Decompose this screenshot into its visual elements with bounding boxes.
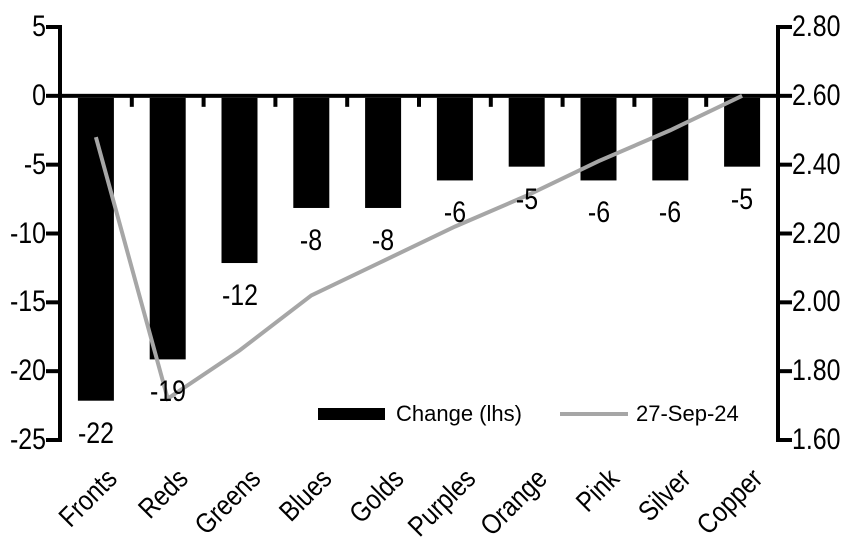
- right-axis-line: [776, 25, 780, 442]
- x-axis-tick: [58, 95, 62, 107]
- x-axis-tick: [273, 95, 278, 107]
- left-axis-tick: [46, 438, 58, 442]
- x-axis-tick: [417, 95, 421, 107]
- left-axis-tick: [46, 93, 58, 98]
- bar-data-label: -12: [221, 279, 258, 313]
- bar-data-label: -6: [659, 196, 682, 230]
- right-axis-tick: [780, 162, 792, 167]
- right-axis-tick: [780, 300, 792, 305]
- bar-data-label: -6: [587, 196, 610, 230]
- legend-bar-swatch: [318, 408, 385, 420]
- x-axis-tick: [560, 95, 565, 107]
- x-axis-tick: [632, 95, 637, 107]
- left-axis-line: [58, 25, 62, 442]
- x-axis-tick: [129, 95, 134, 107]
- bar-data-label: -8: [300, 223, 323, 257]
- legend-line-label: 27-Sep-24: [636, 401, 739, 426]
- right-axis-tick: [780, 231, 792, 236]
- bar-data-label: -6: [443, 196, 466, 230]
- left-axis-tick-label: -5: [23, 147, 46, 181]
- right-axis-tick-label: 1.60: [792, 423, 841, 456]
- bar-silver: [652, 97, 689, 181]
- left-axis-tick-label: -20: [10, 354, 46, 388]
- bar-orange: [508, 97, 545, 167]
- right-axis-tick-label: 2.00: [792, 285, 841, 319]
- left-axis-tick: [46, 162, 58, 167]
- x-axis-tick: [345, 95, 350, 107]
- right-axis-tick: [780, 93, 792, 98]
- left-axis-tick: [46, 300, 58, 305]
- bar-data-label: -5: [731, 182, 754, 216]
- right-axis-tick-label: 2.40: [792, 147, 841, 181]
- bar-data-label: -22: [77, 416, 114, 450]
- bar-blues: [293, 97, 330, 208]
- x-axis-tick: [776, 95, 780, 107]
- right-axis-tick: [780, 438, 792, 442]
- bar-data-label: -8: [372, 223, 395, 257]
- bar-reds: [149, 97, 186, 360]
- x-axis-tick: [488, 95, 493, 107]
- bar-copper: [724, 97, 761, 167]
- legend-line-swatch: [560, 412, 628, 416]
- legend-bar-label: Change (lhs): [396, 401, 522, 426]
- bar-greens: [221, 97, 258, 264]
- right-axis-tick-label: 2.20: [792, 216, 841, 250]
- left-axis-tick-label: -10: [10, 216, 46, 250]
- bar-golds: [365, 97, 402, 208]
- left-axis-tick: [46, 25, 58, 29]
- left-axis-tick-label: -25: [10, 423, 46, 456]
- line-series: [93, 94, 743, 402]
- right-axis-tick-label: 2.60: [792, 78, 841, 112]
- x-axis-tick: [704, 95, 709, 107]
- bar-purples: [436, 97, 473, 181]
- left-axis-tick: [46, 369, 58, 374]
- left-axis-tick: [46, 231, 58, 236]
- left-axis-tick-label: 0: [32, 78, 46, 112]
- bar-data-label: -19: [149, 375, 186, 409]
- left-axis-tick-label: 5: [32, 10, 46, 43]
- right-axis-tick-label: 1.80: [792, 354, 841, 388]
- right-axis-tick: [780, 25, 792, 29]
- left-axis-tick-label: -15: [10, 285, 46, 319]
- x-axis-tick: [201, 95, 206, 107]
- right-axis-tick: [780, 369, 792, 374]
- right-axis-tick-label: 2.80: [792, 10, 841, 43]
- bar-fronts: [77, 97, 114, 401]
- bar-data-label: -5: [515, 182, 538, 216]
